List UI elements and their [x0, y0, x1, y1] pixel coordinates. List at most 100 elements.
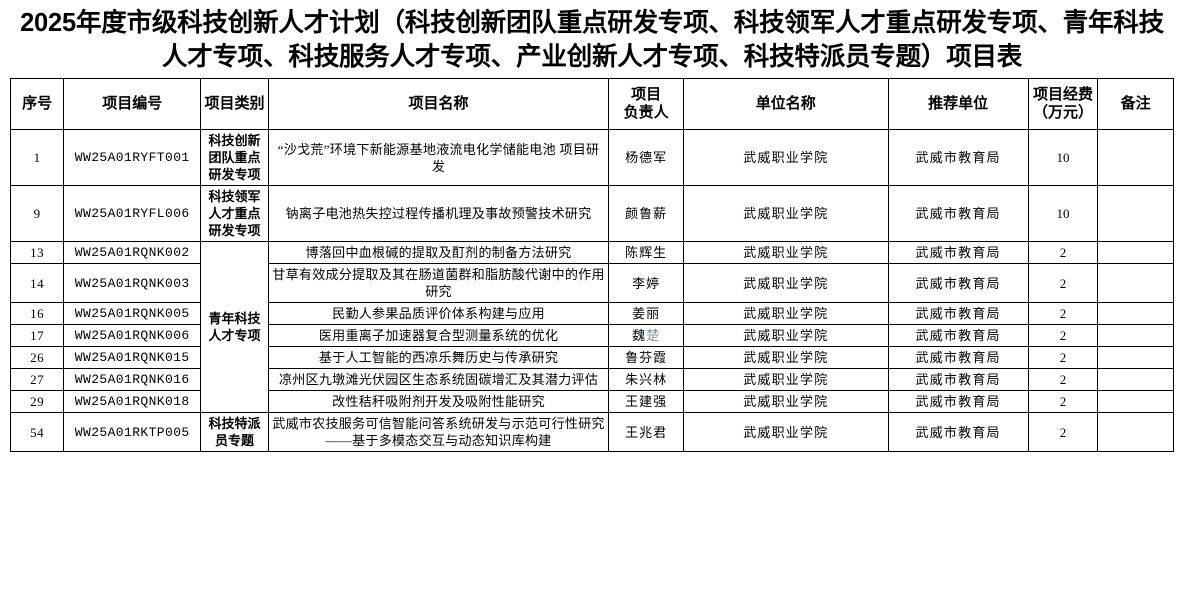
table-row: 9 WW25A01RYFL006 科技领军人才重点研发专项 钠离子电池热失控过程传播机… — [9, 185, 1174, 242]
cell-project-code: WW25A01RQNK018 — [63, 390, 202, 413]
cell-note — [1097, 129, 1174, 186]
cell-project-leader: 李婷 — [608, 263, 685, 303]
cell-note — [1097, 324, 1174, 347]
cell-organization: 武威职业学院 — [683, 302, 889, 325]
cell-organization: 武威职业学院 — [683, 390, 889, 413]
cell-project-leader: 陈辉生 — [608, 241, 685, 264]
cell-project-leader: 朱兴林 — [608, 368, 685, 391]
cell-funding: 2 — [1027, 412, 1099, 452]
leader-name-part: 魏 — [632, 328, 647, 343]
cell-funding: 2 — [1027, 324, 1099, 347]
cell-organization: 武威职业学院 — [683, 324, 889, 347]
table-row: 27 WW25A01RQNK016 凉州区九墩滩光伏园区生态系统固碳增汇及其潜力评估… — [9, 368, 1174, 391]
cell-note — [1097, 263, 1174, 303]
cell-organization: 武威职业学院 — [683, 346, 889, 369]
cell-project-category: 青年科技人才专项 — [200, 241, 269, 413]
cell-project-leader: 杨德军 — [608, 129, 685, 186]
page-title: 2025年度市级科技创新人才计划（科技创新团队重点研发专项、科技领军人才重点研发… — [20, 9, 1164, 71]
table-container: 序号 项目编号 项目类别 项目名称 项目 负责人 单位名称 推荐单位 项目经费 … — [0, 78, 1184, 452]
cell-seq: 9 — [9, 185, 65, 242]
cell-funding: 2 — [1027, 368, 1099, 391]
cell-seq: 26 — [9, 346, 65, 369]
cell-recommender: 武威市教育局 — [887, 412, 1029, 452]
cell-project-leader: 王兆君 — [608, 412, 685, 452]
table-row: 54 WW25A01RKTP005 科技特派员专题 武威市农技服务可信智能问答系统研发… — [9, 412, 1174, 452]
cell-seq: 27 — [9, 368, 65, 391]
column-header-project-leader-line1: 项目 — [631, 86, 662, 103]
cell-seq: 54 — [9, 412, 65, 452]
cell-recommender: 武威市教育局 — [887, 263, 1029, 303]
column-header-seq: 序号 — [9, 78, 65, 130]
cell-recommender: 武威市教育局 — [887, 368, 1029, 391]
cell-project-name: 武威市农技服务可信智能问答系统研发与示范可行性研究——基于多模态交互与动态知识库… — [267, 412, 610, 452]
table-header-row: 序号 项目编号 项目类别 项目名称 项目 负责人 单位名称 推荐单位 项目经费 … — [9, 78, 1174, 130]
column-header-funding: 项目经费 （万元） — [1027, 78, 1099, 130]
table-row: 17 WW25A01RQNK006 医用重离子加速器复合型测量系统的优化 魏楚 武威职业… — [9, 324, 1174, 347]
cell-project-code: WW25A01RQNK006 — [63, 324, 202, 347]
column-header-project-category: 项目类别 — [200, 78, 269, 130]
cell-project-code: WW25A01RYFT001 — [63, 129, 202, 186]
table-row: 14 WW25A01RQNK003 甘草有效成分提取及其在肠道菌群和脂肪酸代谢中的作… — [9, 263, 1174, 303]
column-header-project-leader-line2: 负责人 — [623, 104, 669, 121]
cell-project-name: 凉州区九墩滩光伏园区生态系统固碳增汇及其潜力评估 — [267, 368, 610, 391]
cell-recommender: 武威市教育局 — [887, 129, 1029, 186]
cell-seq: 17 — [9, 324, 65, 347]
cell-organization: 武威职业学院 — [683, 241, 889, 264]
table-row: 16 WW25A01RQNK005 民勤人参果品质评价体系构建与应用 姜丽 武威职业学院… — [9, 302, 1174, 325]
cell-project-name: 基于人工智能的西凉乐舞历史与传承研究 — [267, 346, 610, 369]
column-header-project-leader: 项目 负责人 — [608, 78, 685, 130]
cell-organization: 武威职业学院 — [683, 368, 889, 391]
cell-project-category: 科技特派员专题 — [200, 412, 269, 452]
cell-project-name: 改性秸秆吸附剂开发及吸附性能研究 — [267, 390, 610, 413]
cell-project-code: WW25A01RQNK016 — [63, 368, 202, 391]
cell-project-code: WW25A01RKTP005 — [63, 412, 202, 452]
column-header-project-code: 项目编号 — [63, 78, 202, 130]
table-header: 序号 项目编号 项目类别 项目名称 项目 负责人 单位名称 推荐单位 项目经费 … — [9, 78, 1174, 130]
cell-seq: 1 — [9, 129, 65, 186]
cell-note — [1097, 390, 1174, 413]
cell-project-category: 科技领军人才重点研发专项 — [200, 185, 269, 242]
table-row: 26 WW25A01RQNK015 基于人工智能的西凉乐舞历史与传承研究 鲁芬霞 武威职… — [9, 346, 1174, 369]
cell-project-code: WW25A01RQNK002 — [63, 241, 202, 264]
cell-funding: 2 — [1027, 390, 1099, 413]
cell-seq: 13 — [9, 241, 65, 264]
column-header-funding-line1: 项目经费 — [1032, 86, 1093, 103]
table-row: 1 WW25A01RYFT001 科技创新团队重点研发专项 “沙戈荒”环境下新能源基地… — [9, 129, 1174, 186]
cell-project-name: “沙戈荒”环境下新能源基地液流电化学储能电池 项目研发 — [267, 129, 610, 186]
leader-name-tinted-part: 楚 — [646, 328, 661, 343]
cell-project-code: WW25A01RQNK005 — [63, 302, 202, 325]
cell-funding: 2 — [1027, 346, 1099, 369]
cell-recommender: 武威市教育局 — [887, 302, 1029, 325]
column-header-project-name: 项目名称 — [267, 78, 610, 130]
cell-project-leader: 鲁芬霞 — [608, 346, 685, 369]
cell-note — [1097, 302, 1174, 325]
table-row: 29 WW25A01RQNK018 改性秸秆吸附剂开发及吸附性能研究 王建强 武威职业学… — [9, 390, 1174, 413]
cell-organization: 武威职业学院 — [683, 412, 889, 452]
column-header-organization: 单位名称 — [683, 78, 889, 130]
cell-note — [1097, 368, 1174, 391]
cell-organization: 武威职业学院 — [683, 129, 889, 186]
table-body: 1 WW25A01RYFT001 科技创新团队重点研发专项 “沙戈荒”环境下新能源基地… — [9, 129, 1174, 452]
cell-note — [1097, 241, 1174, 264]
cell-funding: 2 — [1027, 302, 1099, 325]
cell-funding: 10 — [1027, 185, 1099, 242]
cell-recommender: 武威市教育局 — [887, 390, 1029, 413]
table-row: 13 WW25A01RQNK002 青年科技人才专项 博落回中血根碱的提取及酊剂的制备… — [9, 241, 1174, 413]
cell-recommender: 武威市教育局 — [887, 185, 1029, 242]
cell-project-leader: 姜丽 — [608, 302, 685, 325]
cell-seq: 16 — [9, 302, 65, 325]
cell-recommender: 武威市教育局 — [887, 241, 1029, 264]
column-header-recommender: 推荐单位 — [887, 78, 1029, 130]
cell-funding: 10 — [1027, 129, 1099, 186]
cell-project-code: WW25A01RYFL006 — [63, 185, 202, 242]
cell-project-leader: 魏楚 — [608, 324, 685, 347]
column-header-note: 备注 — [1097, 78, 1174, 130]
cell-seq: 29 — [9, 390, 65, 413]
cell-seq: 14 — [9, 263, 65, 303]
cell-project-leader: 颜鲁薪 — [608, 185, 685, 242]
cell-recommender: 武威市教育局 — [887, 346, 1029, 369]
cell-project-name: 民勤人参果品质评价体系构建与应用 — [267, 302, 610, 325]
project-list-table: 序号 项目编号 项目类别 项目名称 项目 负责人 单位名称 推荐单位 项目经费 … — [9, 78, 1174, 452]
cell-organization: 武威职业学院 — [683, 185, 889, 242]
